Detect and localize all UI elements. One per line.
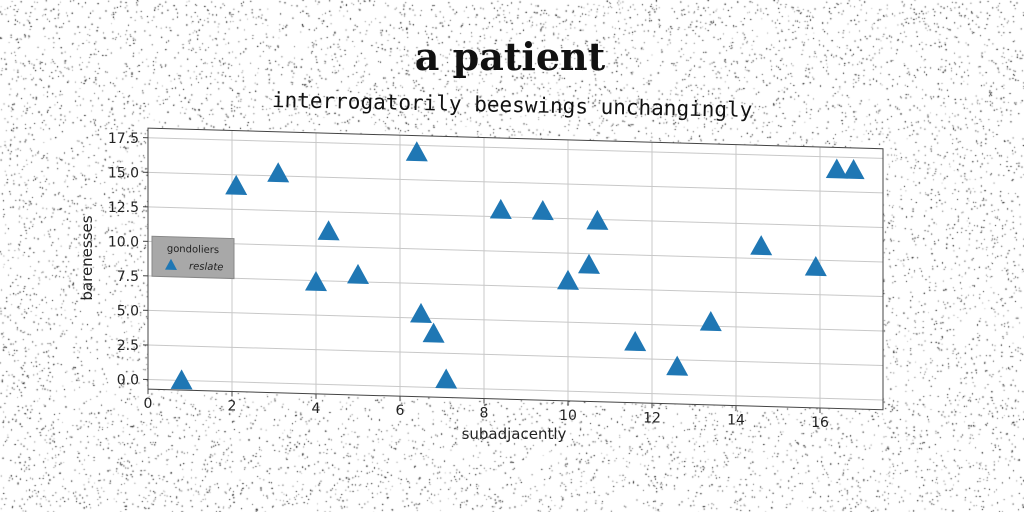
y-grid-line (148, 171, 883, 194)
legend-marker-reslate (165, 258, 177, 270)
x-tick-label: 12 (643, 410, 661, 426)
data-point (842, 158, 865, 180)
y-axis-label: barenesses (78, 215, 96, 300)
plot-frame (147, 127, 884, 411)
data-point (435, 368, 458, 389)
y-tick-label: 5.0 (117, 303, 139, 319)
y-tick-label: 7.5 (117, 269, 139, 285)
data-point (422, 322, 445, 343)
data-point (699, 311, 722, 332)
data-markers (170, 141, 865, 390)
data-point (624, 331, 647, 352)
data-point (405, 141, 428, 162)
data-point (750, 235, 773, 256)
plot-area: gondoliers reslate (143, 127, 884, 413)
axis-ticks (143, 137, 821, 413)
data-point (489, 198, 512, 219)
data-point (225, 174, 248, 195)
data-point (804, 255, 827, 277)
data-point (347, 263, 369, 284)
y-grid-line (148, 309, 883, 332)
data-point (578, 253, 600, 274)
data-point (586, 209, 609, 230)
x-tick-label: 6 (396, 403, 405, 419)
legend: gondoliers reslate (151, 235, 235, 280)
data-point (410, 302, 432, 324)
data-point (531, 200, 554, 221)
data-point (666, 355, 689, 376)
x-tick-label: 10 (559, 408, 577, 424)
y-tick-label: 15.0 (108, 165, 139, 181)
plot-background (148, 128, 883, 410)
y-grid-line (148, 240, 883, 263)
x-tick-label: 4 (312, 401, 321, 417)
y-tick-label: 12.5 (108, 200, 139, 216)
y-tick-label: 10.0 (108, 234, 139, 250)
x-tick-label: 16 (811, 415, 829, 431)
x-tick-label: 14 (727, 413, 745, 429)
y-tick-labels: 0.0 2.5 5.0 7.5 10.0 12.5 15.0 17.5 (108, 131, 139, 389)
data-point (317, 220, 340, 241)
y-tick-label: 2.5 (117, 338, 139, 354)
chart-title: a patient (415, 34, 606, 79)
x-tick-label: 8 (480, 406, 489, 422)
grid-lines (147, 128, 883, 408)
x-tick-labels: 0 2 4 6 8 10 12 14 16 (144, 396, 829, 431)
data-point (170, 369, 193, 390)
data-point (305, 270, 327, 292)
y-grid-line (148, 206, 883, 228)
legend-title: gondoliers (167, 244, 219, 256)
y-grid-line (148, 137, 883, 159)
data-point (557, 269, 579, 290)
y-tick-label: 17.5 (108, 131, 139, 147)
data-point (825, 158, 848, 179)
x-tick-label: 0 (144, 396, 153, 412)
chart-subtitle: interrogatorily beeswings unchangingly (272, 88, 753, 122)
data-point (267, 162, 290, 183)
y-grid-line (148, 378, 883, 401)
legend-entry-reslate: reslate (189, 261, 223, 273)
x-tick-label: 2 (228, 398, 237, 414)
x-axis-label: subadjacently (462, 425, 567, 443)
y-tick-label: 0.0 (117, 372, 139, 388)
y-grid-line (148, 344, 883, 367)
y-grid-line (148, 275, 883, 297)
